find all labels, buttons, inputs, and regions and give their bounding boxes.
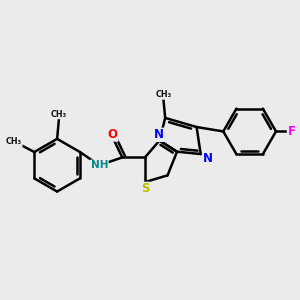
Text: CH₃: CH₃ xyxy=(6,137,22,146)
Text: S: S xyxy=(141,182,149,195)
Text: N: N xyxy=(203,152,213,165)
Text: N: N xyxy=(154,128,164,141)
Text: NH: NH xyxy=(91,160,108,170)
Text: F: F xyxy=(287,125,296,138)
Text: CH₃: CH₃ xyxy=(155,90,172,99)
Text: O: O xyxy=(108,128,118,141)
Text: CH₃: CH₃ xyxy=(51,110,67,119)
